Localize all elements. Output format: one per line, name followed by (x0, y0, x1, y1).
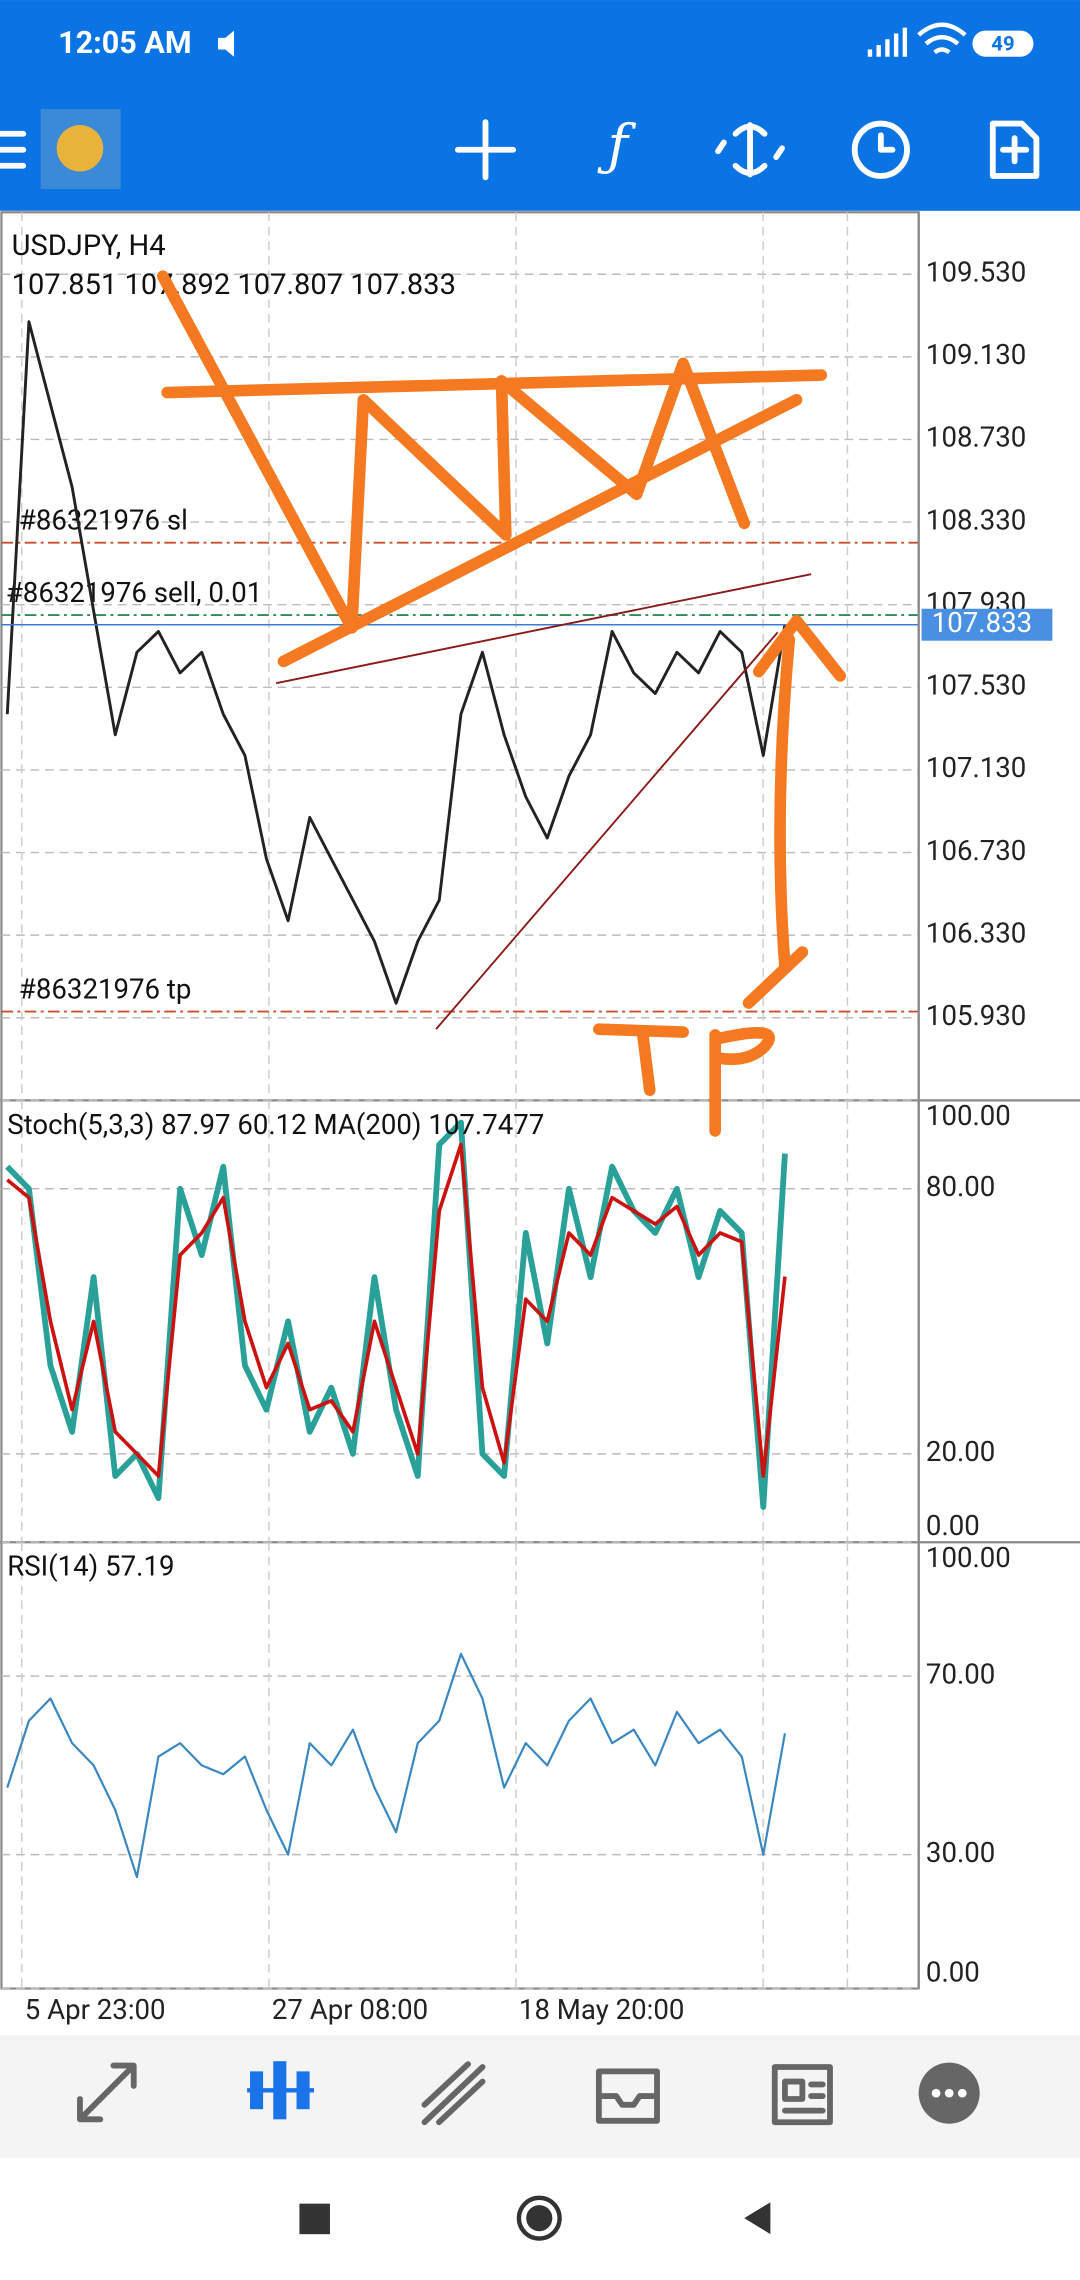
bottom-nav (0, 2035, 1080, 2159)
battery-level: 49 (991, 31, 1014, 55)
wifi-icon (917, 22, 967, 55)
trade-button[interactable] (715, 122, 785, 178)
home-button[interactable] (516, 2195, 562, 2241)
y-tick-label: 100.00 (926, 1541, 1011, 1574)
ohlc-label: 107.851 107.892 107.807 107.833 (12, 268, 456, 302)
news-tab[interactable] (771, 2064, 833, 2126)
crosshair-button[interactable] (454, 119, 517, 181)
y-tick-label: 109.530 (926, 256, 1026, 289)
x-tick-label: 5 Apr 23:00 (25, 1993, 166, 2026)
signal-icon (867, 27, 908, 57)
home-dot (526, 2205, 553, 2232)
current-price-label: 107.833 (932, 606, 1032, 639)
recents-button[interactable] (299, 2203, 330, 2235)
y-tick-label: 108.730 (926, 421, 1026, 454)
new-order-button[interactable] (989, 120, 1040, 179)
battery-icon (972, 30, 1034, 57)
sound-icon (218, 30, 235, 57)
clock-hands (877, 132, 896, 153)
y-tick-label: 106.730 (926, 834, 1026, 867)
chart-title: USDJPY, H4 (12, 229, 166, 263)
messages-dots (931, 2088, 967, 2098)
history-tab[interactable] (595, 2068, 660, 2124)
back-button[interactable] (744, 2202, 771, 2235)
y-tick-label: 100.00 (926, 1099, 1011, 1132)
chart-tab[interactable] (247, 2061, 314, 2120)
y-tick-label: 108.330 (926, 503, 1026, 536)
y-tick-label: 0.00 (926, 1509, 980, 1542)
indicator-title: RSI(14) 57.19 (7, 1550, 174, 1583)
menu-button[interactable] (0, 130, 27, 169)
y-tick-label: 109.130 (926, 338, 1026, 371)
status-time: 12:05 AM (58, 26, 191, 61)
y-tick-label: 30.00 (926, 1836, 995, 1869)
indicator-title: Stoch(5,3,3) 87.97 60.12 MA(200) 107.747… (7, 1108, 544, 1141)
quotes-tab[interactable] (77, 2062, 137, 2123)
y-tick-label: 70.00 (926, 1657, 995, 1690)
y-tick-label: 20.00 (926, 1435, 995, 1468)
order-label: #86321976 sell, 0.01 (6, 576, 262, 609)
y-tick-label: 80.00 (926, 1170, 995, 1203)
current-price-box (921, 608, 1053, 641)
x-tick-label: 18 May 20:00 (519, 1993, 684, 2026)
y-tick-label: 107.530 (926, 669, 1026, 702)
timeframe-button[interactable] (851, 120, 910, 179)
y-tick-label: 0.00 (926, 1955, 980, 1988)
plot-area: 109.530109.130108.730108.330107.930107.5… (0, 212, 1080, 2026)
y-tick-label: 105.930 (926, 999, 1026, 1032)
y-tick-label: 107.130 (926, 751, 1026, 784)
x-tick-label: 27 Apr 08:00 (272, 1993, 428, 2026)
series-line (6, 1652, 786, 1879)
series-line (5, 320, 787, 1005)
order-label: #86321976 sl (19, 504, 188, 537)
trade-tab[interactable] (421, 2061, 486, 2126)
logo-mark (56, 125, 104, 172)
trendline (275, 573, 812, 1030)
y-tick-label: 106.330 (926, 916, 1026, 949)
series-line (6, 1142, 787, 1478)
hand-drawing (156, 270, 846, 1137)
app-header (0, 0, 1080, 211)
order-label: #86321976 tp (19, 973, 192, 1006)
